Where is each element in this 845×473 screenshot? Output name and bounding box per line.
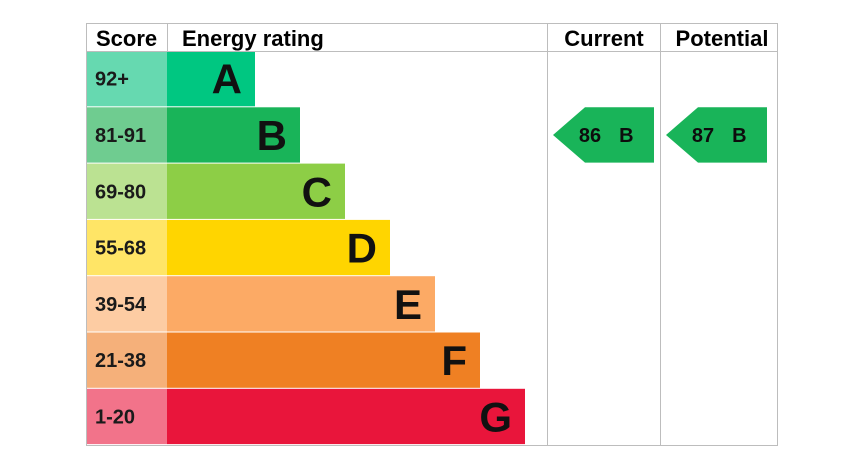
score-label-g: 1-20 (95, 406, 135, 428)
band-bar-a (167, 51, 255, 107)
score-label-a: 92+ (95, 69, 129, 91)
current-header: Current (564, 26, 644, 51)
current-rating-letter: B (619, 125, 633, 147)
band-bar-b (167, 107, 300, 163)
band-bar-f (167, 332, 480, 388)
rating-bands: 92+ A 81-91 B 69-80 C 55-68 D 39-54 E 21-38 F 1-20 G (87, 51, 525, 445)
score-cell-d (87, 219, 167, 276)
potential-rating-value: 87 (692, 125, 714, 147)
band-bar-c (167, 163, 345, 219)
score-label-d: 55-68 (95, 238, 146, 260)
rating-arrows: 86 B 87 B (553, 107, 767, 163)
score-header: Score (96, 26, 157, 51)
band-bar-d (167, 219, 390, 276)
table-grid (86, 23, 778, 446)
band-letter-e: E (394, 281, 422, 328)
current-rating-arrow (553, 107, 654, 163)
band-letter-b: B (257, 112, 287, 159)
score-label-b: 81-91 (95, 125, 146, 147)
energy-rating-header: Energy rating (182, 26, 324, 51)
score-cell-g (87, 388, 167, 445)
score-label-f: 21-38 (95, 350, 146, 372)
band-letter-c: C (302, 168, 332, 215)
score-cell-e (87, 276, 167, 332)
score-label-e: 39-54 (95, 294, 147, 316)
band-letter-g: G (479, 393, 512, 440)
band-bar-g (167, 388, 525, 445)
score-cell-c (87, 163, 167, 219)
score-cell-f (87, 332, 167, 388)
potential-rating-arrow (666, 107, 767, 163)
score-label-c: 69-80 (95, 181, 146, 203)
potential-header: Potential (676, 26, 769, 51)
score-cell-a (87, 51, 167, 107)
band-letter-f: F (441, 337, 467, 384)
band-letter-a: A (212, 56, 242, 103)
current-rating-value: 86 (579, 125, 601, 147)
score-cell-b (87, 107, 167, 163)
band-letter-d: D (347, 225, 377, 272)
potential-rating-letter: B (732, 125, 746, 147)
band-bar-e (167, 276, 435, 332)
